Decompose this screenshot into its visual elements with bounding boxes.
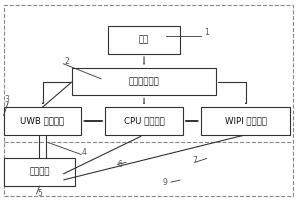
Text: 7: 7 [192,156,197,165]
Text: 定向天线: 定向天线 [29,168,50,177]
Text: UWB 定位单元: UWB 定位单元 [20,116,64,125]
FancyBboxPatch shape [105,107,183,135]
Text: 9: 9 [163,178,167,187]
Text: 1: 1 [204,28,209,37]
Text: WIPI 通讯组件: WIPI 通讯组件 [225,116,266,125]
Text: 本安电源模块: 本安电源模块 [129,77,159,86]
Text: CPU 控制模块: CPU 控制模块 [124,116,164,125]
FancyBboxPatch shape [72,68,216,95]
Text: 2: 2 [64,57,69,66]
Text: 5: 5 [37,189,42,198]
FancyBboxPatch shape [4,107,81,135]
Text: 3: 3 [4,95,9,104]
FancyBboxPatch shape [4,158,75,186]
Text: 4: 4 [82,148,87,157]
FancyBboxPatch shape [108,26,180,54]
FancyBboxPatch shape [201,107,290,135]
Text: 电池: 电池 [139,36,149,45]
Text: 6: 6 [118,160,123,169]
